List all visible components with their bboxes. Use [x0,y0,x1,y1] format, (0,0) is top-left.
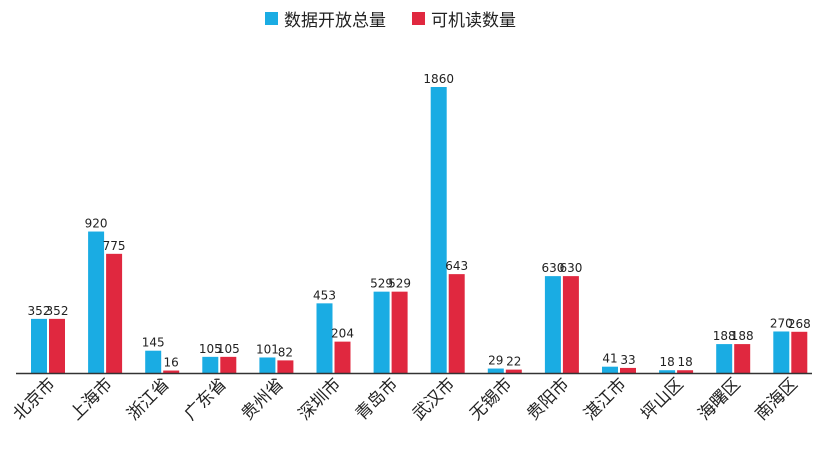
x-tick-label: 湛江市 [580,374,630,424]
data-label: 630 [559,261,582,275]
bar-machine-readable [505,369,522,373]
bar-total [31,318,47,373]
data-label: 18 [659,355,674,369]
data-label: 41 [602,352,617,366]
data-label: 529 [370,277,393,291]
bar-machine-readable [334,341,351,373]
data-label: 352 [28,304,51,318]
data-label: 82 [278,345,293,359]
data-label: 105 [199,342,222,356]
bar-machine-readable [620,367,636,373]
bar-machine-readable [562,276,579,373]
bar-machine-readable [391,291,408,373]
data-label: 643 [445,259,468,273]
bar-total [145,350,162,373]
bar-machine-readable [734,344,751,373]
x-tick-label: 青岛市 [352,374,402,424]
data-label: 775 [103,239,126,253]
data-label: 268 [788,317,811,331]
legend-swatch-machine-readable [412,12,425,25]
bar-machine-readable [163,370,180,373]
data-label: 529 [388,277,411,291]
x-tick-label: 广东省 [181,374,231,424]
data-label: 188 [713,329,736,343]
bar-machine-readable [106,253,123,373]
bar-machine-readable [677,370,694,373]
bar-total [602,366,618,373]
data-label: 18 [677,355,692,369]
data-label: 352 [46,304,69,318]
x-tick-label: 武汉市 [409,374,459,424]
x-tick-label: 浙江省 [124,374,174,424]
legend-label-total: 数据开放总量 [284,11,386,31]
bar-machine-readable [791,331,808,373]
bar-total [487,368,504,373]
data-label: 33 [620,353,635,367]
data-label: 270 [770,316,793,330]
bar-total [773,331,790,373]
data-label: 145 [142,336,165,350]
data-label: 630 [541,261,564,275]
bar-total [202,356,219,373]
legend: 数据开放总量 可机读数量 [265,6,516,31]
x-tick-label: 无锡市 [466,374,516,424]
bar-machine-readable [220,356,237,373]
bar-machine-readable [49,318,65,373]
data-label: 105 [217,342,240,356]
x-tick-label: 南海区 [752,374,802,424]
legend-label-machine-readable: 可机读数量 [431,11,516,31]
x-tick-label: 海曙区 [695,374,745,424]
x-tick-label: 北京市 [9,374,59,424]
data-label: 29 [488,354,503,368]
data-label: 1860 [423,72,454,86]
data-label: 204 [331,327,354,341]
data-label: 920 [85,217,108,231]
bar-total [430,87,447,373]
x-tick-label: 坪山区 [637,374,687,424]
bar-total [373,291,390,373]
bar-total [316,303,333,373]
legend-swatch-total [265,12,278,25]
bar-machine-readable [277,360,294,373]
bar-total [88,231,105,373]
data-label: 101 [256,342,279,356]
bar-total [659,370,676,373]
bar-total [544,276,561,373]
x-tick-label: 贵阳市 [523,374,573,424]
bar-total [716,344,733,373]
data-label: 453 [313,288,336,302]
x-tick-label: 深圳市 [295,374,345,424]
data-label: 22 [506,355,521,369]
data-label: 16 [164,356,179,370]
data-label: 188 [731,329,754,343]
legend-item-total: 数据开放总量 [265,6,386,31]
x-tick-label: 上海市 [66,374,116,424]
bar-machine-readable [448,274,465,373]
bar-total [259,357,276,373]
legend-item-machine-readable: 可机读数量 [412,6,516,31]
x-tick-label: 贵州省 [238,374,288,424]
